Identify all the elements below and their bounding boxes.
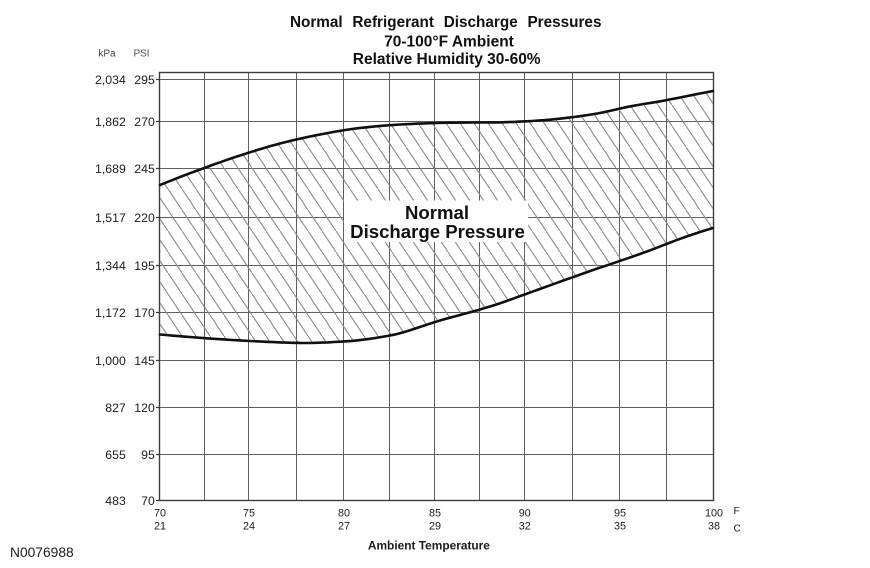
svg-text:Discharge Pressure: Discharge Pressure: [350, 221, 525, 242]
svg-text:70: 70: [141, 494, 155, 508]
svg-text:38: 38: [708, 520, 720, 532]
svg-text:270: 270: [134, 115, 155, 129]
svg-text:120: 120: [134, 401, 155, 415]
svg-text:827: 827: [105, 401, 126, 415]
svg-text:145: 145: [134, 354, 155, 368]
svg-text:N0076988: N0076988: [10, 545, 74, 560]
svg-text:100: 100: [705, 507, 723, 519]
svg-text:32: 32: [519, 520, 531, 532]
svg-text:90: 90: [519, 507, 531, 519]
svg-text:80: 80: [338, 507, 350, 519]
svg-text:85: 85: [429, 507, 441, 519]
svg-text:75: 75: [243, 507, 255, 519]
svg-text:1,517: 1,517: [95, 211, 126, 225]
svg-text:483: 483: [105, 494, 126, 508]
svg-text:70-100°F Ambient: 70-100°F Ambient: [384, 34, 514, 51]
svg-text:1,689: 1,689: [95, 162, 126, 176]
svg-text:95: 95: [141, 448, 155, 462]
svg-text:1,344: 1,344: [95, 259, 126, 273]
svg-text:Normal Refrigerant Discharge P: Normal Refrigerant Discharge Pressures: [290, 14, 602, 31]
svg-text:C: C: [734, 523, 741, 534]
svg-text:1,172: 1,172: [95, 306, 126, 320]
svg-text:Normal: Normal: [405, 202, 469, 223]
svg-text:170: 170: [134, 306, 155, 320]
svg-text:1,862: 1,862: [95, 115, 126, 129]
svg-text:21: 21: [154, 520, 166, 532]
svg-text:95: 95: [614, 507, 626, 519]
svg-text:29: 29: [429, 520, 441, 532]
svg-text:F: F: [734, 506, 740, 517]
svg-text:220: 220: [134, 211, 155, 225]
svg-text:1,000: 1,000: [95, 354, 126, 368]
svg-text:655: 655: [105, 448, 126, 462]
svg-text:70: 70: [154, 507, 166, 519]
svg-text:PSI: PSI: [133, 49, 149, 60]
svg-text:Ambient Temperature: Ambient Temperature: [368, 538, 490, 552]
svg-text:295: 295: [134, 73, 155, 87]
svg-text:2,034: 2,034: [95, 73, 126, 87]
svg-text:kPa: kPa: [98, 49, 116, 60]
svg-text:35: 35: [614, 520, 626, 532]
svg-text:Relative Humidity 30-60%: Relative Humidity 30-60%: [353, 51, 541, 68]
svg-text:24: 24: [243, 520, 255, 532]
svg-text:27: 27: [338, 520, 350, 532]
svg-text:245: 245: [134, 162, 155, 176]
svg-text:195: 195: [134, 259, 155, 273]
